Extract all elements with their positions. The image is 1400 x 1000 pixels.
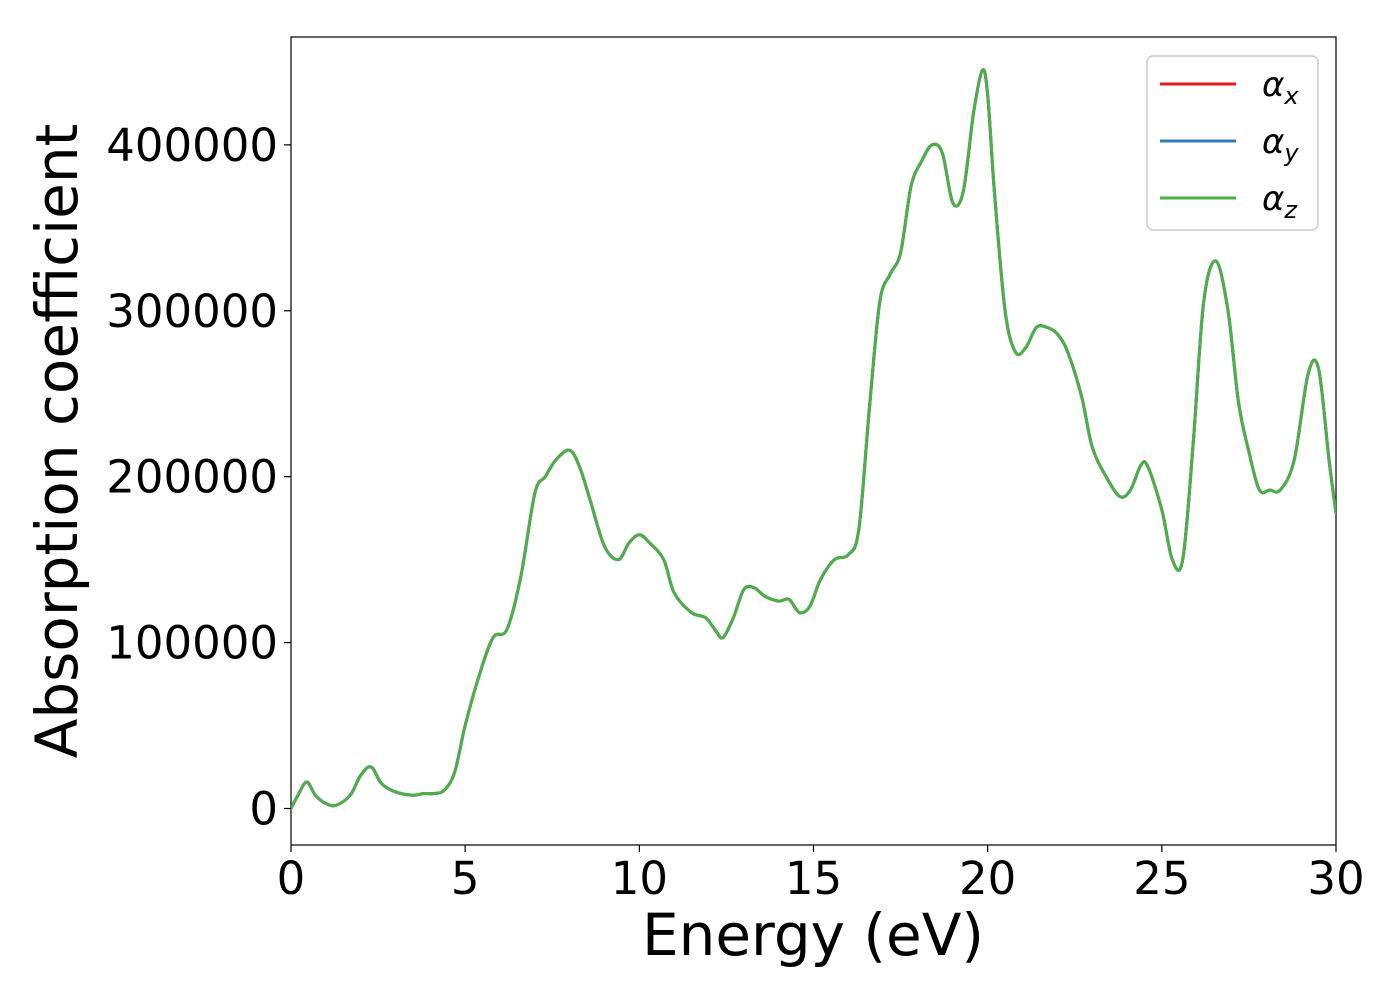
x-tick-label: 20 — [959, 852, 1016, 905]
series-lines — [291, 68, 1336, 810]
y-tick-label: 300000 — [106, 285, 278, 338]
x-tick-label: 15 — [785, 852, 842, 905]
legend-box — [1146, 55, 1319, 231]
y-tick-label: 100000 — [106, 617, 278, 670]
y-axis-ticks: 0 100000 200000 300000 400000 — [106, 119, 291, 835]
legend-symbol: α — [1262, 65, 1284, 105]
series-line-alpha-z — [291, 68, 1336, 810]
legend-subscript: z — [1283, 196, 1298, 224]
legend-subscript: x — [1283, 82, 1299, 110]
x-tick-label: 10 — [611, 852, 668, 905]
y-tick-label: 200000 — [106, 451, 278, 504]
legend-label-alpha-y: αy — [1262, 122, 1299, 167]
x-axis-label: Energy (eV) — [642, 901, 984, 969]
legend-subscript: y — [1283, 139, 1299, 167]
y-axis-label: Absorption coefficient — [23, 124, 91, 759]
x-tick-label: 5 — [451, 852, 480, 905]
legend-label-alpha-z: αz — [1262, 179, 1298, 224]
y-tick-label: 0 — [249, 782, 278, 835]
legend-symbol: α — [1262, 179, 1284, 219]
y-tick-label: 400000 — [106, 119, 278, 172]
x-axis-ticks: 0 5 10 15 20 25 30 — [277, 845, 1365, 905]
legend-symbol: α — [1262, 122, 1284, 162]
x-tick-label: 30 — [1307, 852, 1364, 905]
legend-label-alpha-x: αx — [1262, 65, 1299, 110]
x-tick-label: 0 — [277, 852, 306, 905]
x-tick-label: 25 — [1133, 852, 1190, 905]
